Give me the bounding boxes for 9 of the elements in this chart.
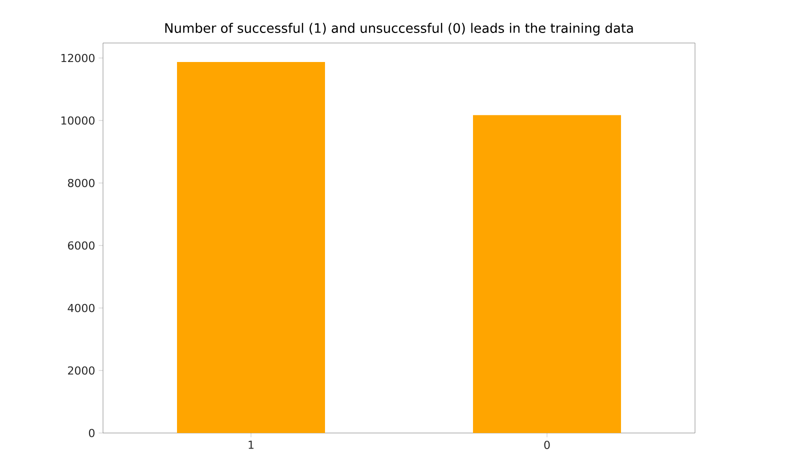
chart-title: Number of successful (1) and unsuccessful (0) leads in the training data <box>165 22 633 36</box>
y-tick-label: 4000 <box>68 304 94 312</box>
y-tick-label: 6000 <box>68 241 94 250</box>
y-tick-label: 10000 <box>61 116 94 125</box>
y-tick-label: 0 <box>88 428 94 438</box>
y-tick-label: 8000 <box>68 178 94 188</box>
x-tick-label: 1 <box>248 440 254 449</box>
y-tick-label: 2000 <box>68 366 94 375</box>
y-tick-label: 12000 <box>61 54 94 62</box>
